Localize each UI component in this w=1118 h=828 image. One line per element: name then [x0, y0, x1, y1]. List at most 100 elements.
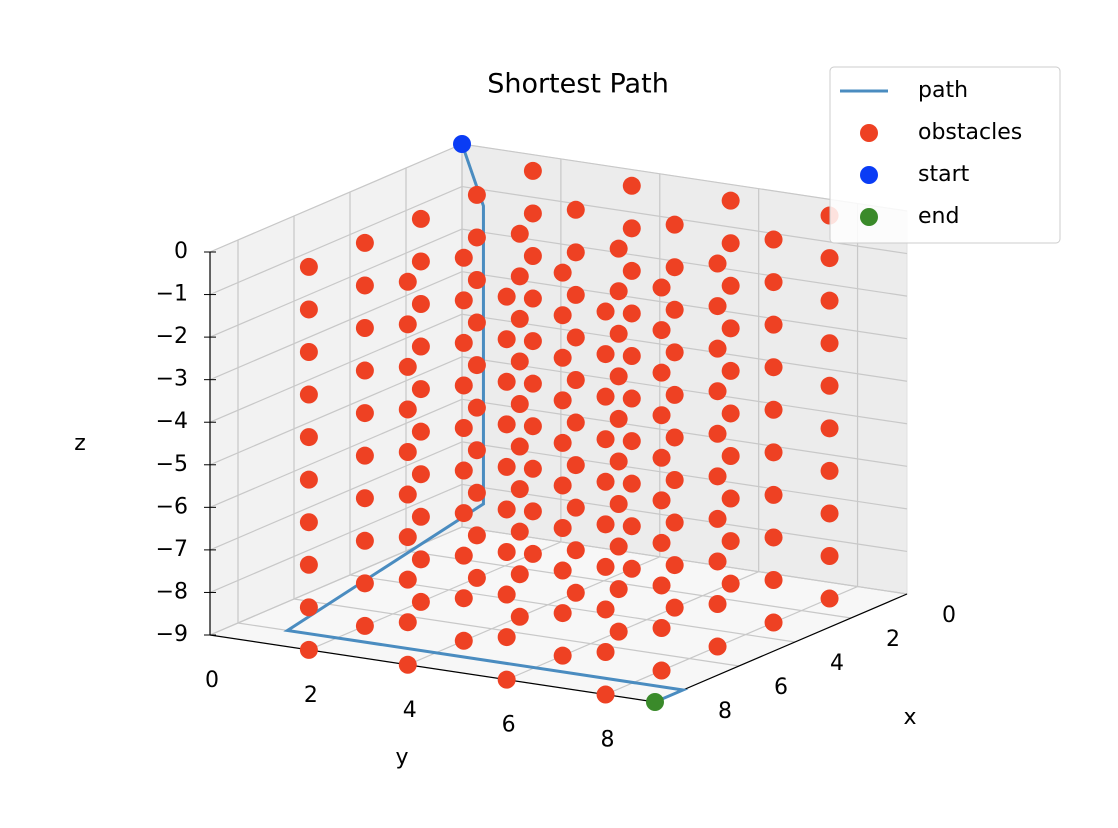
obstacle-point — [467, 483, 486, 502]
obstacle-point — [609, 324, 628, 343]
obstacle-point — [764, 230, 783, 249]
grid-line — [461, 398, 908, 467]
obstacle-point — [820, 249, 839, 268]
grid-line — [506, 571, 759, 681]
obstacle-point — [411, 209, 430, 228]
obstacle-point — [355, 276, 374, 295]
obstacle-point — [398, 357, 417, 376]
obstacle-point — [553, 561, 572, 580]
z-tick-label: −4 — [156, 409, 188, 434]
obstacle-point — [609, 622, 628, 641]
y-tick-label: 0 — [205, 668, 219, 693]
obstacle-point — [665, 343, 684, 362]
obstacle-point — [596, 302, 615, 321]
obstacle-point — [299, 513, 318, 532]
obstacle-point — [299, 257, 318, 276]
obstacle-point — [454, 248, 473, 267]
obstacle-point — [665, 556, 684, 575]
obstacle-point — [566, 200, 585, 219]
obstacle-point — [708, 254, 727, 273]
z-tick-label: −7 — [156, 537, 188, 562]
y-tick-label: 4 — [403, 698, 417, 723]
obstacle-point — [566, 498, 585, 517]
obstacle-point — [467, 271, 486, 289]
obstacle-point — [764, 485, 783, 504]
obstacle-point — [622, 474, 641, 493]
grid-line — [407, 556, 661, 666]
obstacle-point — [596, 643, 615, 661]
y-tick-label: 6 — [502, 713, 516, 738]
obstacle-point — [820, 334, 839, 353]
z-tick-label: −8 — [156, 579, 188, 604]
obstacle-point — [553, 391, 572, 410]
obstacle-point — [411, 592, 430, 611]
obstacle-point — [820, 504, 839, 523]
marker-point — [453, 135, 471, 153]
obstacle-point — [398, 528, 417, 547]
legend-swatch — [860, 208, 878, 226]
obstacle-point — [665, 300, 684, 319]
obstacle-point — [467, 526, 486, 545]
obstacle-point — [609, 367, 628, 386]
obstacle-point — [622, 304, 641, 323]
obstacle-point — [553, 519, 572, 537]
legend: path obstacles start end — [829, 66, 1061, 244]
z-tick-label: −6 — [156, 494, 188, 519]
obstacle-point — [566, 328, 585, 347]
obstacle-point — [553, 433, 572, 452]
obstacle-point — [622, 559, 641, 578]
obstacle-point — [665, 258, 684, 277]
obstacle-point — [510, 437, 529, 456]
obstacle-point — [299, 470, 318, 489]
z-tick-label: −2 — [156, 324, 188, 349]
obstacle-point — [609, 282, 628, 301]
obstacle-point — [510, 607, 529, 626]
grid-line — [209, 441, 463, 551]
grid-line — [461, 356, 908, 425]
obstacle-point — [596, 430, 615, 449]
obstacle-point — [721, 319, 740, 338]
obstacle-point — [398, 613, 417, 632]
obstacle-point — [622, 347, 641, 365]
obstacle-point — [622, 219, 641, 238]
obstacle-point — [553, 306, 572, 325]
grid-line — [461, 313, 908, 382]
obstacle-point — [566, 285, 585, 304]
grid-line — [605, 586, 858, 696]
obstacle-point — [510, 352, 529, 371]
obstacle-point — [652, 363, 671, 382]
obstacle-point — [665, 428, 684, 447]
obstacle-point — [523, 374, 542, 393]
obstacle-point — [596, 515, 615, 534]
obstacle-point — [355, 574, 374, 593]
obstacle-point — [622, 389, 641, 408]
obstacle-point — [609, 409, 628, 428]
obstacle-point — [497, 287, 516, 306]
grid-line — [461, 228, 908, 297]
grid-line — [461, 441, 908, 510]
obstacle-point — [523, 204, 542, 223]
obstacle-point — [467, 313, 486, 332]
obstacle-point — [764, 613, 783, 632]
legend-label: obstacles — [918, 120, 1022, 145]
obstacle-point — [566, 413, 585, 432]
obstacle-point — [523, 459, 542, 478]
obstacle-point — [764, 400, 783, 419]
obstacle-point — [355, 446, 374, 465]
obstacle-point — [708, 509, 727, 528]
obstacle-point — [708, 595, 727, 613]
grid-line — [308, 541, 562, 651]
obstacle-point — [467, 185, 486, 204]
x-tick-label: 4 — [830, 651, 844, 676]
obstacle-point — [510, 480, 529, 499]
obstacle-point — [497, 330, 516, 349]
marker-point — [646, 693, 664, 711]
obstacle-point — [411, 550, 430, 569]
obstacle-point — [299, 428, 318, 447]
obstacle-point — [510, 309, 529, 328]
obstacle-point — [467, 568, 486, 587]
obstacle-point — [355, 404, 374, 423]
obstacle-point — [398, 315, 417, 334]
obstacle-point — [652, 406, 671, 425]
legend-label: start — [918, 162, 970, 187]
